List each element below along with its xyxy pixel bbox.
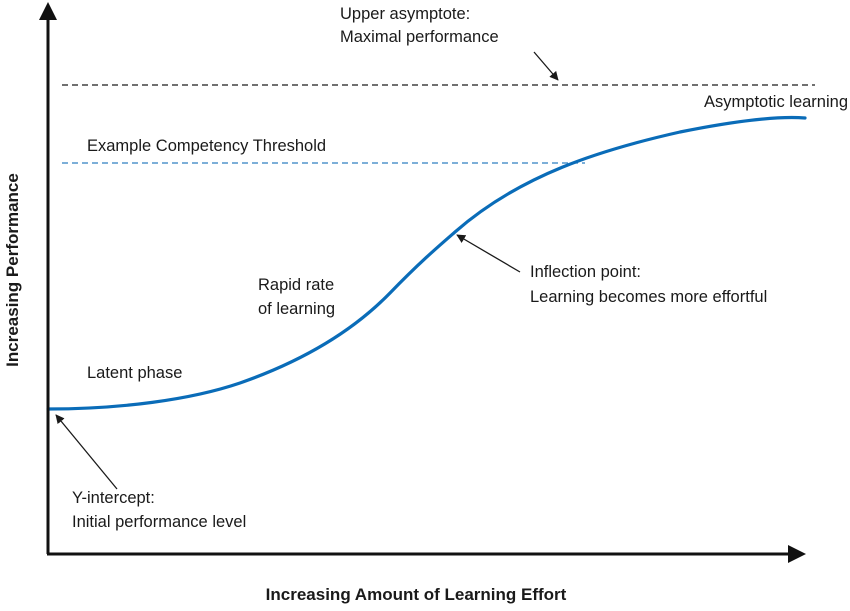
- y-intercept-label-line2: Initial performance level: [72, 513, 246, 531]
- y-intercept-label-line1: Y-intercept:: [72, 489, 155, 507]
- y-axis-title: Increasing Performance: [3, 173, 22, 367]
- competency-threshold-label: Example Competency Threshold: [87, 137, 326, 155]
- asymptotic-learning-label: Asymptotic learning: [704, 93, 848, 111]
- rapid-rate-label-line2: of learning: [258, 300, 335, 318]
- upper-asymptote-label-line2: Maximal performance: [340, 28, 499, 46]
- y-intercept-pointer: [55, 414, 118, 490]
- x-axis-title: Increasing Amount of Learning Effort: [266, 585, 567, 604]
- learning-curve: [46, 115, 807, 411]
- rapid-rate-label-line1: Rapid rate: [258, 276, 334, 294]
- upper-asymptote-pointer: [533, 51, 559, 81]
- upper-asymptote-label-line1: Upper asymptote:: [340, 5, 470, 23]
- x-axis-arrowhead: [788, 545, 806, 563]
- inflection-point-label-line1: Inflection point:: [530, 263, 641, 281]
- latent-phase-label: Latent phase: [87, 364, 182, 382]
- inflection-point-pointer: [456, 234, 521, 273]
- inflection-point-label-line2: Learning becomes more effortful: [530, 288, 767, 306]
- y-axis-arrowhead: [39, 2, 57, 20]
